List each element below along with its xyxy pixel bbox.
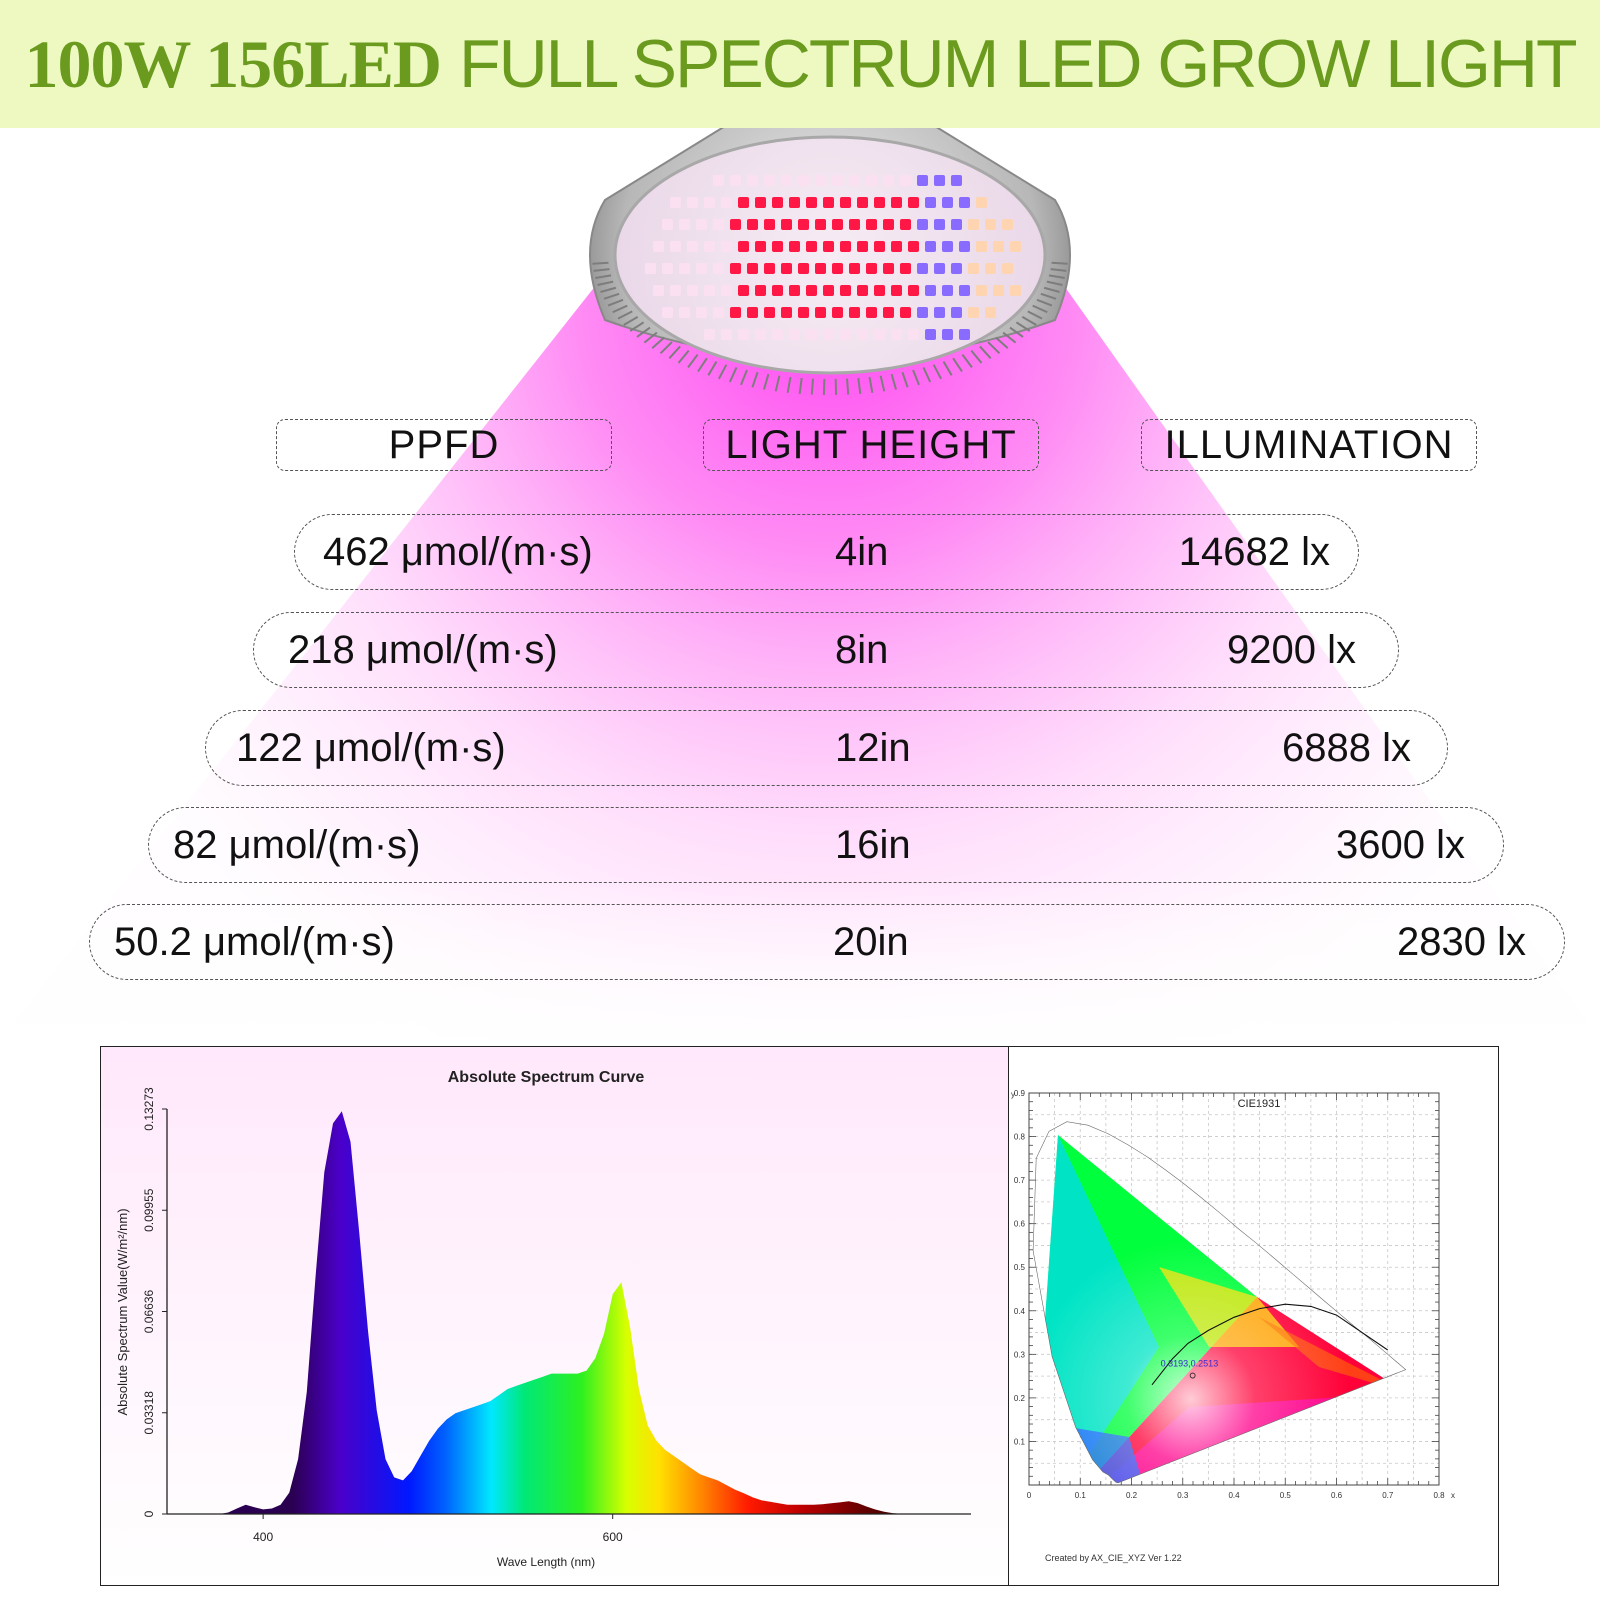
ppfd-value: 218 μmol/(m·s) <box>288 628 558 672</box>
chromaticity-point <box>1189 1372 1196 1379</box>
x-tick-label: 0.5 <box>1280 1491 1292 1500</box>
illumination-value: 6888 lx <box>1282 726 1411 770</box>
x-tick-label: 0.6 <box>1331 1491 1343 1500</box>
chromaticity-label: 0.3193,0.2513 <box>1161 1359 1219 1369</box>
table-row: 462 μmol/(m·s) 4in 14682 lx <box>294 514 1359 590</box>
y-tick-label: 0.2 <box>1014 1394 1026 1403</box>
x-tick-label: 0.3 <box>1177 1491 1189 1500</box>
planckian-locus <box>1151 1303 1389 1386</box>
title-rest: FULL SPECTRUM LED GROW LIGHT <box>459 26 1578 102</box>
table-row: 50.2 μmol/(m·s) 20in 2830 lx <box>89 904 1565 980</box>
x-axis-label: Wave Length (nm) <box>497 1555 595 1569</box>
y-tick-label: 0.5 <box>1014 1263 1026 1272</box>
x-axis-label: x <box>1451 1491 1455 1500</box>
spectral-locus <box>1032 1121 1407 1484</box>
ppfd-value: 50.2 μmol/(m·s) <box>114 920 395 964</box>
x-tick-label: 600 <box>603 1530 623 1544</box>
spectrum-chart: Absolute Spectrum Curve 400 600 0 0.03318 0.… <box>101 1047 1009 1585</box>
cie1931-chart: CIE1931 0 0.1 0.2 0.3 0.4 0.5 0.6 0.7 0.8 0.1 0.2 0… <box>1009 1047 1498 1585</box>
y-tick-label: 0.13273 <box>142 1087 156 1131</box>
y-tick-label: 0.8 <box>1014 1133 1026 1142</box>
ppfd-value: 82 μmol/(m·s) <box>173 823 421 867</box>
cie-footer: Created by AX_CIE_XYZ Ver 1.22 <box>1045 1553 1182 1563</box>
table-row: 122 μmol/(m·s) 12in 6888 lx <box>205 710 1448 786</box>
table-row: 82 μmol/(m·s) 16in 3600 lx <box>148 807 1504 883</box>
y-tick-label: 0.4 <box>1014 1307 1026 1316</box>
y-tick-label: 0.7 <box>1014 1176 1026 1185</box>
x-tick-label: 0.1 <box>1075 1491 1087 1500</box>
chart-title: Absolute Spectrum Curve <box>448 1069 645 1086</box>
title-bold: 100W 156LED <box>24 25 442 102</box>
spectrum-area <box>219 1111 919 1514</box>
x-tick-label: 0.8 <box>1433 1491 1445 1500</box>
height-value: 4in <box>835 530 889 574</box>
cie-chart-panel: CIE1931 0 0.1 0.2 0.3 0.4 0.5 0.6 0.7 0.8 0.1 0.2 0… <box>1008 1046 1499 1586</box>
illumination-value: 3600 lx <box>1336 823 1465 867</box>
illumination-value: 9200 lx <box>1227 628 1356 672</box>
table-row: 218 μmol/(m·s) 8in 9200 lx <box>253 612 1399 688</box>
title-banner: 100W 156LED FULL SPECTRUM LED GROW LIGHT <box>0 0 1600 128</box>
y-tick-label: 0.1 <box>1014 1437 1026 1446</box>
ppfd-value: 462 μmol/(m·s) <box>323 530 593 574</box>
illumination-value: 14682 lx <box>1178 530 1330 574</box>
y-tick-label: 0 <box>142 1510 156 1517</box>
illumination-value: 2830 lx <box>1397 920 1526 964</box>
ppfd-header: PPFD <box>276 419 612 471</box>
x-tick-label: 0.7 <box>1382 1491 1394 1500</box>
spectrum-chart-panel: Absolute Spectrum Curve 400 600 0 0.03318 0.… <box>100 1046 1010 1586</box>
x-tick-label: 0.2 <box>1126 1491 1138 1500</box>
illumination-header: ILLUMINATION <box>1141 419 1477 471</box>
y-tick-label: 0.3 <box>1014 1350 1026 1359</box>
height-value: 16in <box>835 823 911 867</box>
height-value: 8in <box>835 628 889 672</box>
y-axis-label: Absolute Spectrum Value(W/m²/nm) <box>115 1208 130 1415</box>
x-tick-label: 0.4 <box>1228 1491 1240 1500</box>
y-tick-label: 0.6 <box>1014 1220 1026 1229</box>
chart-title: CIE1931 <box>1238 1098 1281 1110</box>
x-tick-label: 0 <box>1027 1491 1032 1500</box>
ppfd-value: 122 μmol/(m·s) <box>236 726 506 770</box>
y-tick-label: 0.06636 <box>142 1290 156 1334</box>
y-axis-label: y <box>1011 1090 1015 1099</box>
x-tick-label: 400 <box>253 1530 273 1544</box>
y-tick-label: 0.9 <box>1014 1089 1026 1098</box>
height-value: 20in <box>833 920 909 964</box>
y-tick-label: 0.03318 <box>142 1391 156 1435</box>
height-value: 12in <box>835 726 911 770</box>
light-height-header: LIGHT HEIGHT <box>703 419 1039 471</box>
y-tick-label: 0.09955 <box>142 1188 156 1232</box>
